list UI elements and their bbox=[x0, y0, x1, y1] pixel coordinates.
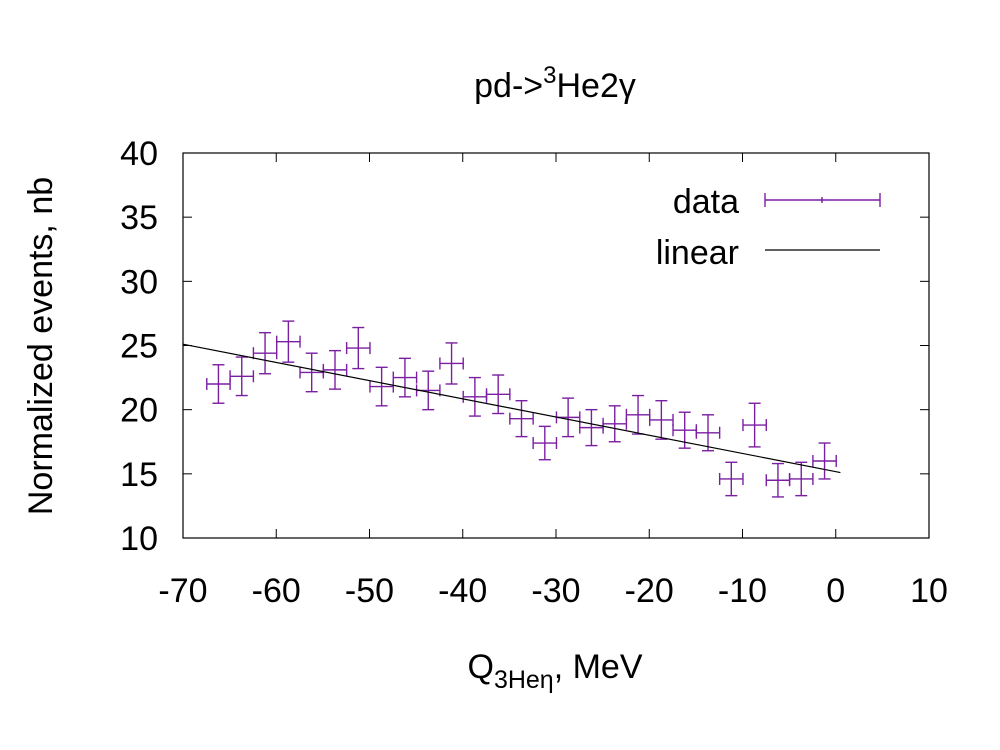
chart-title-superscript: 3 bbox=[543, 62, 556, 89]
data-point bbox=[439, 342, 464, 385]
legend-symbol-data bbox=[764, 193, 881, 207]
data-point bbox=[206, 364, 231, 404]
data-point bbox=[812, 442, 837, 480]
legend-label-data: data bbox=[673, 183, 739, 221]
data-point bbox=[392, 357, 418, 398]
data-point bbox=[672, 411, 698, 449]
data-point bbox=[345, 326, 371, 370]
y-tick-label: 40 bbox=[120, 135, 158, 173]
data-point bbox=[695, 414, 721, 452]
data-point bbox=[462, 376, 488, 417]
data-point bbox=[276, 320, 301, 363]
x-tick-label: -20 bbox=[625, 572, 674, 610]
data-point bbox=[509, 399, 534, 438]
y-tick-label: 35 bbox=[120, 199, 158, 237]
y-tick-label: 10 bbox=[120, 520, 158, 558]
fit-line bbox=[182, 343, 841, 474]
x-axis-label-tail: , MeV bbox=[554, 648, 643, 686]
data-point bbox=[322, 349, 348, 390]
data-point bbox=[369, 366, 394, 407]
legend-label-linear: linear bbox=[656, 234, 739, 272]
y-tick-label: 15 bbox=[120, 456, 158, 494]
chart-title-main: pd-> bbox=[474, 67, 543, 105]
data-point bbox=[742, 402, 767, 448]
data-point bbox=[788, 461, 814, 497]
data-point bbox=[299, 352, 325, 393]
data-point bbox=[532, 425, 558, 461]
y-tick-label: 25 bbox=[120, 328, 158, 366]
x-tick-label: 0 bbox=[826, 572, 845, 610]
data-point bbox=[718, 461, 744, 497]
plot-frame bbox=[182, 152, 930, 539]
y-tick-label: 20 bbox=[120, 392, 158, 430]
x-tick-label: -50 bbox=[345, 572, 394, 610]
x-tick-label: -70 bbox=[158, 572, 207, 610]
x-tick-label: -40 bbox=[438, 572, 487, 610]
chart-title-tail: He2γ bbox=[556, 67, 635, 105]
x-tick-label: -60 bbox=[252, 572, 301, 610]
x-tick-label: 10 bbox=[910, 572, 948, 610]
plot-series bbox=[182, 320, 841, 498]
y-axis-label: Normalized events, nb bbox=[22, 177, 60, 515]
y-tick-label: 30 bbox=[120, 263, 158, 301]
data-point bbox=[625, 394, 651, 435]
x-tick-label: -10 bbox=[718, 572, 767, 610]
data-point bbox=[252, 331, 278, 375]
x-axis-label: Q3Heη, MeV bbox=[467, 648, 642, 694]
data-point bbox=[649, 399, 674, 440]
legend: data linear bbox=[656, 183, 881, 272]
chart-title: pd->3He2γ bbox=[474, 62, 636, 105]
data-point bbox=[485, 374, 511, 415]
data-point bbox=[579, 408, 604, 447]
data-point bbox=[765, 462, 791, 498]
axis-ticks: -70 -60 -50 -40 -30 -20 -10 0 10 10 15 20 25 30 35 40 bbox=[120, 135, 948, 610]
x-tick-label: -30 bbox=[531, 572, 580, 610]
x-axis-label-subscript: 3Heη bbox=[494, 666, 554, 694]
legend-errorbar bbox=[764, 193, 881, 207]
data-point bbox=[229, 356, 255, 397]
data-point bbox=[602, 405, 628, 443]
x-axis-label-main: Q bbox=[467, 648, 493, 686]
